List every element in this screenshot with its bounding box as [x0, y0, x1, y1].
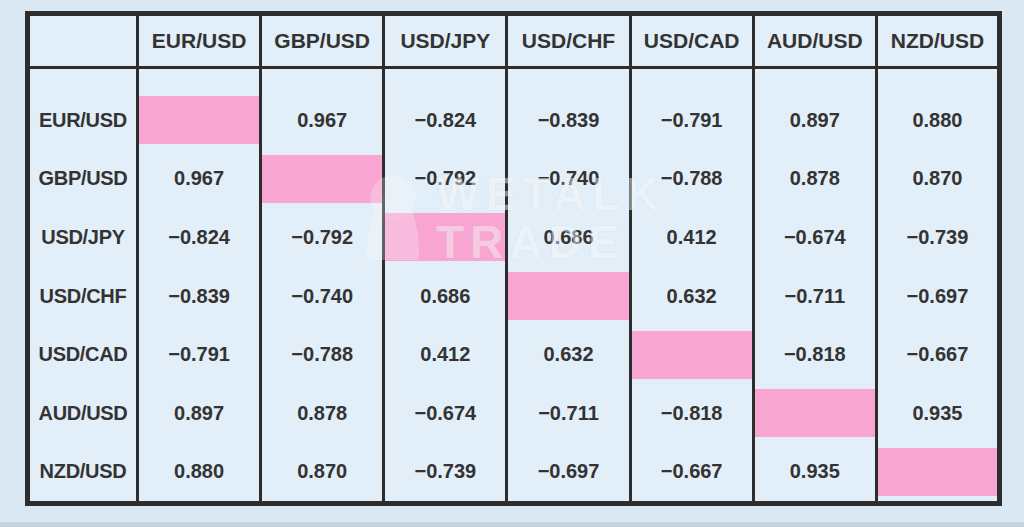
column-header-eurusd: EUR/USD — [138, 14, 261, 68]
correlation-cell: −0.839 — [139, 267, 259, 326]
column-usdchf: −0.839 −0.740 0.686 0.632 −0.711 −0.697 — [507, 68, 630, 504]
correlation-cell: −0.711 — [508, 384, 628, 443]
row-label-column: EUR/USD GBP/USD USD/JPY USD/CHF USD/CAD … — [28, 68, 138, 504]
correlation-cell: −0.739 — [385, 442, 505, 501]
body-row: EUR/USD GBP/USD USD/JPY USD/CHF USD/CAD … — [28, 68, 1000, 504]
correlation-cell: −0.792 — [262, 208, 382, 267]
row-label-gbpusd: GBP/USD — [30, 150, 136, 209]
correlation-cell: 0.412 — [632, 208, 752, 267]
correlation-cell: −0.740 — [508, 150, 628, 209]
corner-cell — [28, 14, 138, 68]
row-label-usdjpy: USD/JPY — [30, 208, 136, 267]
column-usdcad: −0.791 −0.788 0.412 0.632 −0.818 −0.667 — [630, 68, 753, 504]
correlation-cell: −0.788 — [632, 150, 752, 209]
correlation-cell: 0.967 — [139, 150, 259, 209]
column-eurusd: 0.967 −0.824 −0.839 −0.791 0.897 0.880 — [138, 68, 261, 504]
correlation-cell: −0.667 — [632, 442, 752, 501]
diagonal-cell — [878, 442, 997, 501]
diagonal-highlight — [755, 389, 875, 437]
diagonal-cell — [755, 384, 875, 443]
column-nzdusd: 0.880 0.870 −0.739 −0.697 −0.667 0.935 — [876, 68, 999, 504]
correlation-cell: 0.878 — [262, 384, 382, 443]
correlation-matrix: EUR/USD GBP/USD USD/JPY USD/CHF USD/CAD … — [25, 11, 1002, 506]
correlation-cell: −0.697 — [878, 267, 997, 326]
correlation-table: EUR/USD GBP/USD USD/JPY USD/CHF USD/CAD … — [25, 11, 1002, 506]
correlation-cell: −0.839 — [508, 91, 628, 150]
diagonal-cell — [632, 325, 752, 384]
correlation-cell: 0.878 — [755, 150, 875, 209]
correlation-cell: 0.632 — [508, 325, 628, 384]
diagonal-highlight — [262, 155, 382, 203]
diagonal-cell — [262, 150, 382, 209]
correlation-cell: −0.674 — [385, 384, 505, 443]
correlation-cell: 0.935 — [878, 384, 997, 443]
correlation-cell: −0.818 — [755, 325, 875, 384]
correlation-cell: −0.697 — [508, 442, 628, 501]
header-row: EUR/USD GBP/USD USD/JPY USD/CHF USD/CAD … — [28, 14, 1000, 68]
diagonal-highlight — [385, 213, 505, 261]
correlation-cell: 0.897 — [755, 91, 875, 150]
column-header-usdchf: USD/CHF — [507, 14, 630, 68]
correlation-cell: −0.824 — [385, 91, 505, 150]
column-header-audusd: AUD/USD — [753, 14, 876, 68]
column-header-usdcad: USD/CAD — [630, 14, 753, 68]
correlation-cell: 0.880 — [878, 91, 997, 150]
correlation-cell: −0.739 — [878, 208, 997, 267]
correlation-cell: −0.711 — [755, 267, 875, 326]
column-header-gbpusd: GBP/USD — [261, 14, 384, 68]
correlation-cell: −0.674 — [755, 208, 875, 267]
row-label-usdchf: USD/CHF — [30, 267, 136, 326]
diagonal-highlight — [632, 331, 752, 379]
diagonal-highlight — [508, 272, 628, 320]
diagonal-cell — [385, 208, 505, 267]
correlation-cell: 0.632 — [632, 267, 752, 326]
diagonal-highlight — [878, 448, 997, 496]
correlation-cell: 0.686 — [508, 208, 628, 267]
column-gbpusd: 0.967 −0.792 −0.740 −0.788 0.878 0.870 — [261, 68, 384, 504]
diagonal-cell — [508, 267, 628, 326]
correlation-cell: 0.880 — [139, 442, 259, 501]
row-label-usdcad: USD/CAD — [30, 325, 136, 384]
correlation-cell: 0.412 — [385, 325, 505, 384]
diagonal-highlight — [139, 96, 259, 144]
correlation-cell: −0.824 — [139, 208, 259, 267]
correlation-cell: −0.818 — [632, 384, 752, 443]
column-header-nzdusd: NZD/USD — [876, 14, 999, 68]
correlation-cell: 0.935 — [755, 442, 875, 501]
correlation-cell: −0.792 — [385, 150, 505, 209]
correlation-cell: −0.667 — [878, 325, 997, 384]
correlation-matrix-page: WETALK TRADE EUR/USD GBP/USD USD/JPY USD… — [0, 0, 1024, 527]
row-label-eurusd: EUR/USD — [30, 91, 136, 150]
correlation-cell: −0.791 — [139, 325, 259, 384]
column-audusd: 0.897 0.878 −0.674 −0.711 −0.818 0.935 — [753, 68, 876, 504]
row-label-audusd: AUD/USD — [30, 384, 136, 443]
diagonal-cell — [139, 91, 259, 150]
column-header-usdjpy: USD/JPY — [384, 14, 507, 68]
correlation-cell: −0.740 — [262, 267, 382, 326]
column-usdjpy: −0.824 −0.792 0.686 0.412 −0.674 −0.739 — [384, 68, 507, 504]
correlation-cell: 0.870 — [262, 442, 382, 501]
correlation-cell: 0.897 — [139, 384, 259, 443]
correlation-cell: 0.870 — [878, 150, 997, 209]
correlation-cell: 0.967 — [262, 91, 382, 150]
row-label-nzdusd: NZD/USD — [30, 442, 136, 501]
correlation-cell: −0.791 — [632, 91, 752, 150]
correlation-cell: −0.788 — [262, 325, 382, 384]
correlation-cell: 0.686 — [385, 267, 505, 326]
